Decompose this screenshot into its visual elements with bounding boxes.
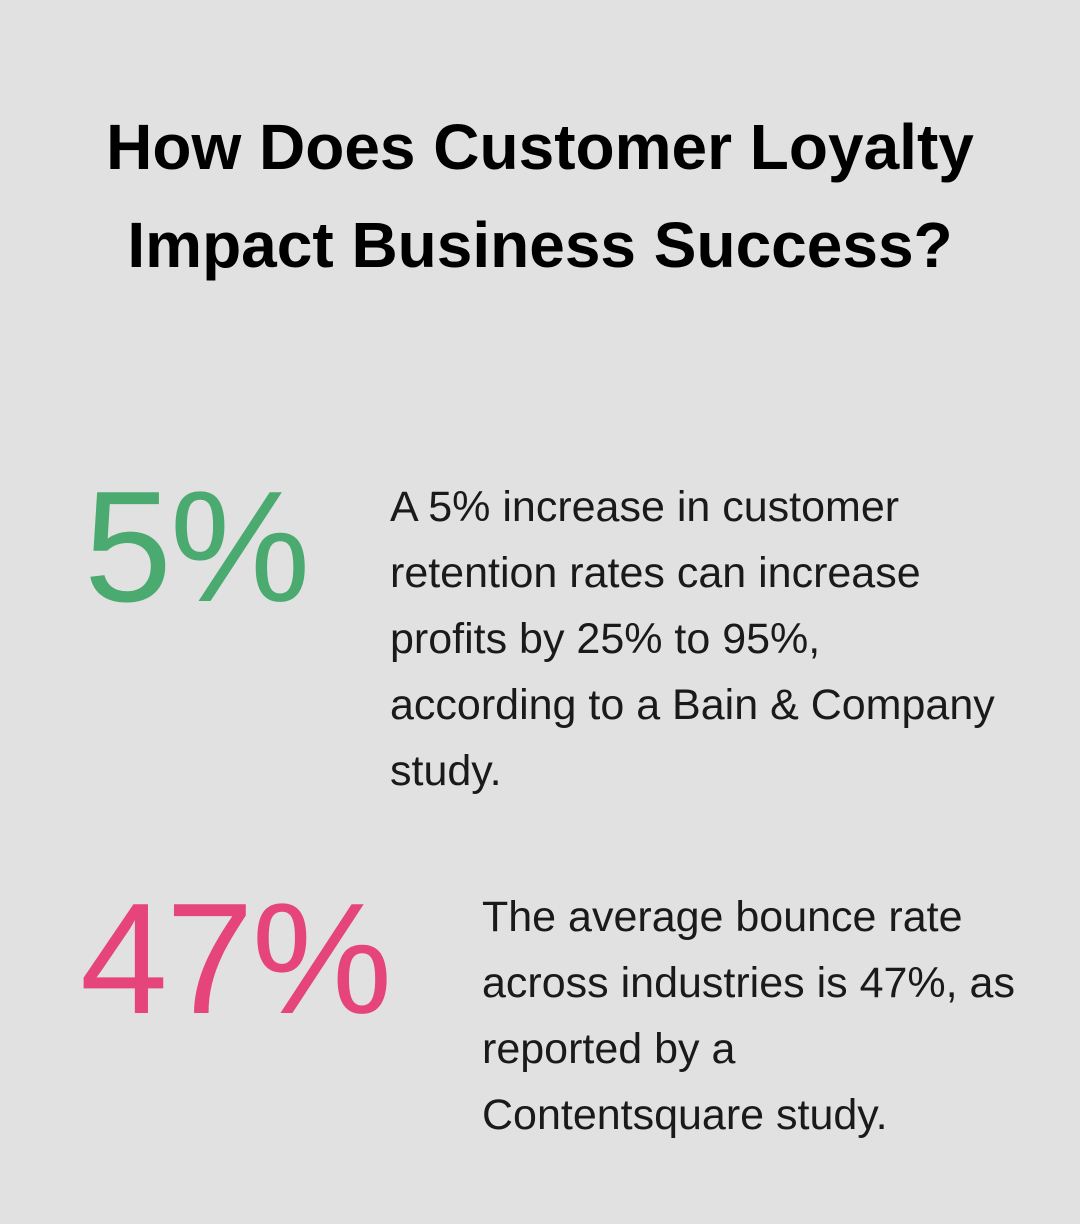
stat-value: 5% (84, 459, 310, 635)
stat-value: 47% (80, 871, 392, 1047)
title: How Does Customer Loyalty Impact Busines… (106, 111, 974, 281)
stat-description: The average bounce rate across industrie… (482, 893, 1015, 1139)
stat-description: A 5% increase in customer retention rate… (390, 483, 995, 795)
